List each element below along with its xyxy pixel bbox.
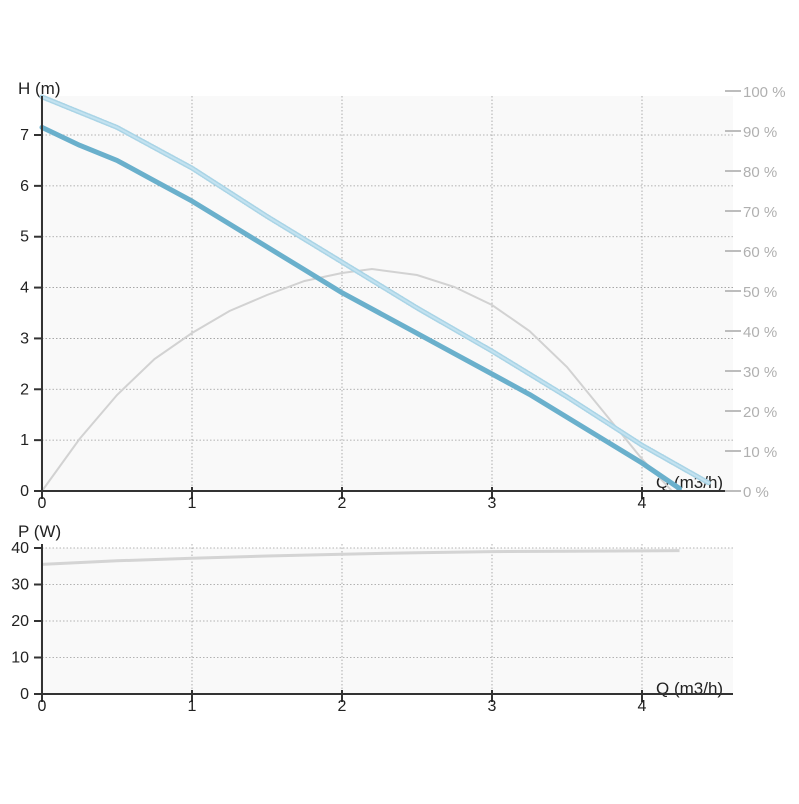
lower-y-tick-label: 0 xyxy=(20,686,29,703)
upper-y-tick-label: 3 xyxy=(20,330,29,347)
upper-y-tick-label: 4 xyxy=(20,280,29,297)
efficiency-axis-tick-label: 80 % xyxy=(743,164,777,181)
upper-x-tick-label: 3 xyxy=(488,495,497,512)
upper-y-tick-label: 2 xyxy=(20,381,29,398)
efficiency-axis-tick-label: 60 % xyxy=(743,244,777,261)
upper-y-tick-label: 5 xyxy=(20,229,29,246)
upper-y-tick-label: 7 xyxy=(20,127,29,144)
lower-y-tick-label: 20 xyxy=(11,613,29,630)
upper-x-tick-label: 2 xyxy=(338,495,347,512)
upper-y-tick-label: 1 xyxy=(20,432,29,449)
lower-y-tick-label: 40 xyxy=(11,540,29,557)
efficiency-axis-tick-label: 100 % xyxy=(743,84,786,101)
head-curve-line xyxy=(39,124,682,491)
efficiency-axis-tick-label: 50 % xyxy=(743,284,777,301)
efficiency-axis-tick-label: 0 % xyxy=(743,484,769,501)
lower-x-tick-label: 0 xyxy=(38,698,47,715)
x-axis-title-upper: Q (m3/h) xyxy=(656,473,723,492)
lower-y-tick-label: 30 xyxy=(11,577,29,594)
lower-x-tick-label: 3 xyxy=(488,698,497,715)
efficiency-axis-tick-label: 40 % xyxy=(743,324,777,341)
y-axis-title-head: H (m) xyxy=(18,79,60,98)
upper-y-tick-label: 6 xyxy=(20,178,29,195)
efficiency-axis-tick-label: 70 % xyxy=(743,204,777,221)
head-curve-secondary-core xyxy=(41,95,710,485)
upper-x-tick-label: 0 xyxy=(38,495,47,512)
upper-y-tick-label: 0 xyxy=(20,483,29,500)
upper-x-tick-label: 4 xyxy=(638,495,647,512)
lower-x-tick-label: 2 xyxy=(338,698,347,715)
lower-x-tick-label: 4 xyxy=(638,698,647,715)
efficiency-axis-tick-label: 10 % xyxy=(743,444,777,461)
lower-x-tick-label: 1 xyxy=(188,698,197,715)
power-curve-line xyxy=(41,549,680,566)
efficiency-axis-tick-label: 20 % xyxy=(743,404,777,421)
x-axis-title-lower: Q (m3/h) xyxy=(656,679,723,698)
upper-plot-background xyxy=(40,96,733,491)
y-axis-title-power: P (W) xyxy=(18,522,61,541)
upper-x-tick-label: 1 xyxy=(188,495,197,512)
lower-y-tick-label: 10 xyxy=(11,650,29,667)
efficiency-axis-tick-label: 90 % xyxy=(743,124,777,141)
efficiency-axis-tick-label: 30 % xyxy=(743,364,777,381)
